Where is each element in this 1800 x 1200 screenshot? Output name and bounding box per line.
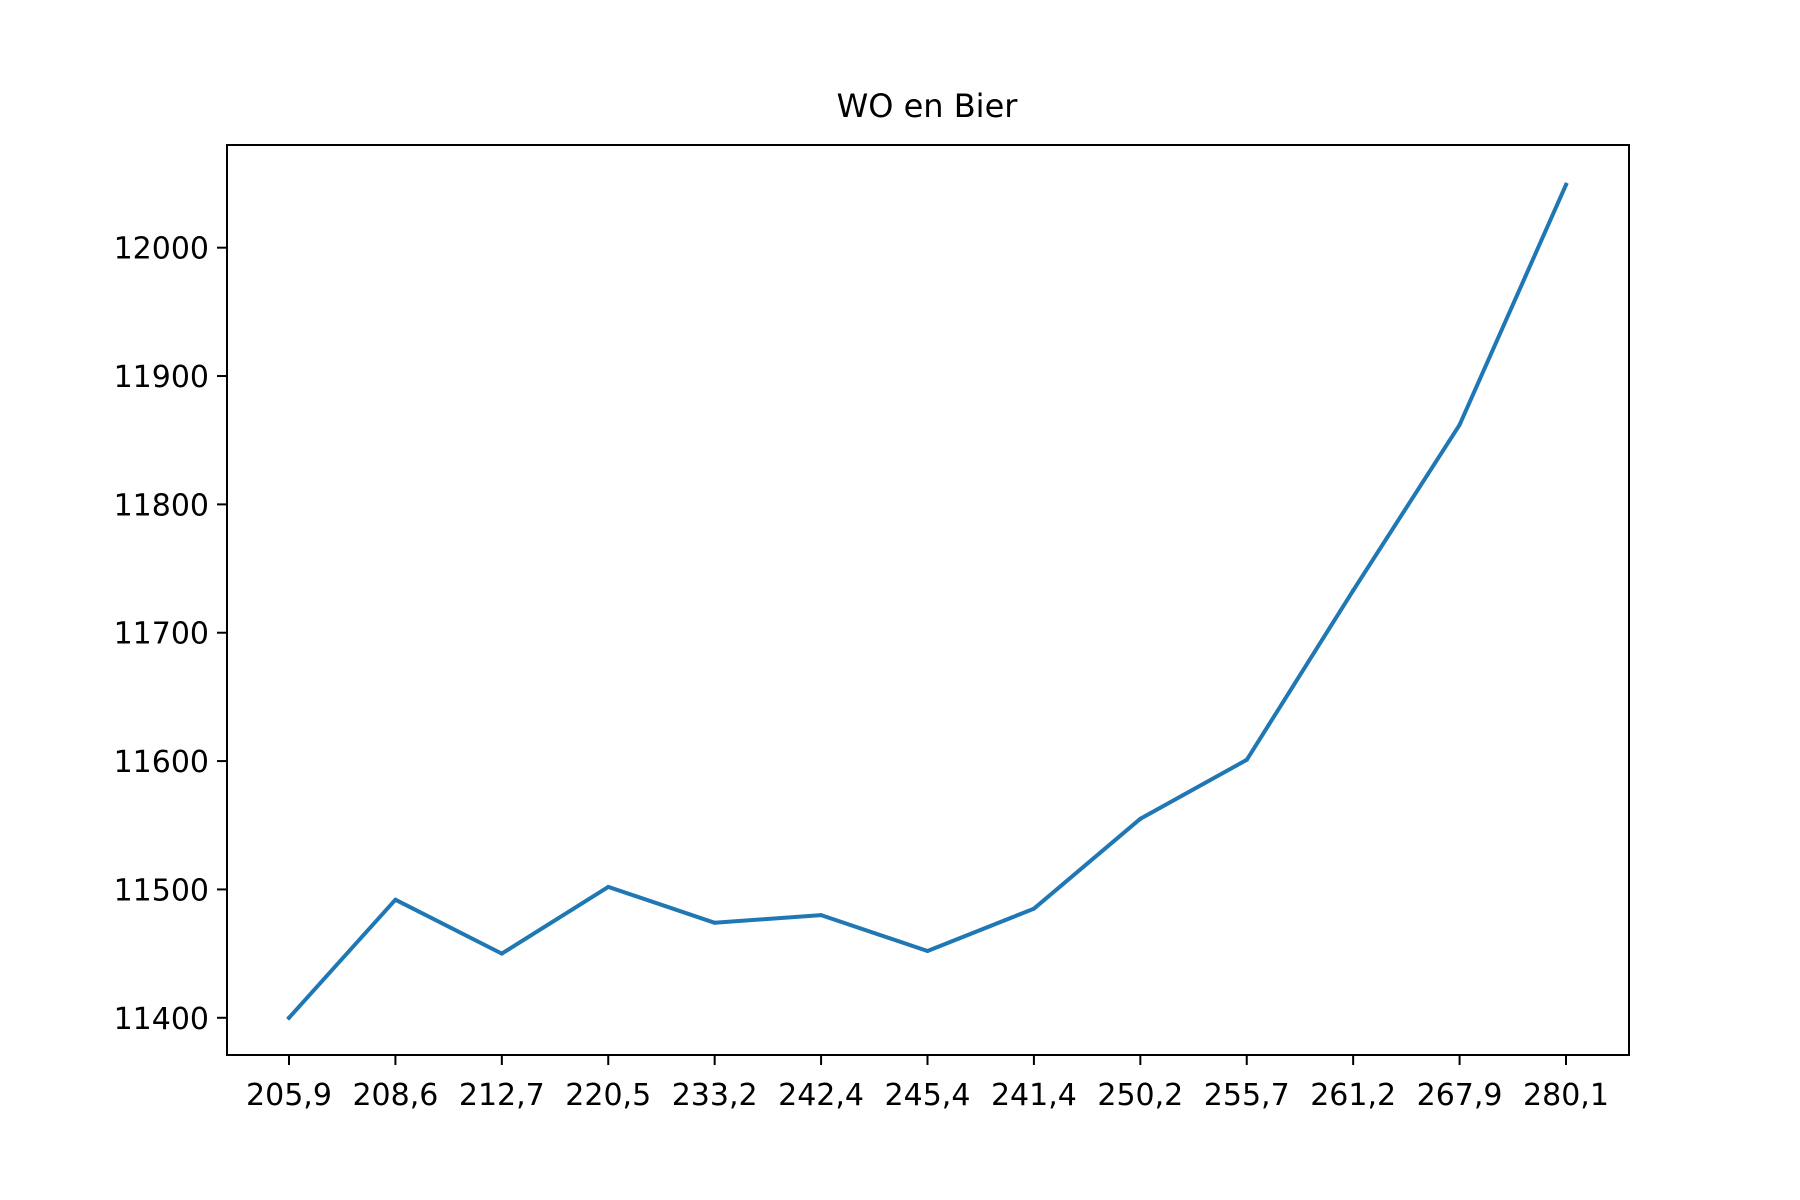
x-tick-label: 245,4 — [885, 1078, 971, 1113]
data-point — [712, 920, 717, 925]
x-tick-label: 220,5 — [565, 1078, 651, 1113]
x-tick-label: 267,9 — [1417, 1078, 1503, 1113]
chart-title: WO en Bier — [837, 87, 1019, 125]
y-tick-label: 11600 — [114, 745, 209, 780]
y-tick-label: 11500 — [114, 873, 209, 908]
plot-area: 11400 11500 11600 11700 11800 11900 12000 205,9… — [114, 182, 1609, 1113]
y-tick-label: 11800 — [114, 488, 209, 523]
data-point — [1244, 757, 1249, 762]
x-tick-label: 280,1 — [1523, 1078, 1609, 1113]
y-tick-label: 11900 — [114, 360, 209, 395]
data-point — [1138, 816, 1143, 821]
x-tick-label: 242,4 — [778, 1078, 864, 1113]
axes-frame — [226, 144, 1630, 1056]
y-tick-label: 12000 — [114, 232, 209, 267]
data-point — [1457, 422, 1462, 427]
data-point — [606, 884, 611, 889]
data-point — [499, 951, 504, 956]
x-tick-label: 212,7 — [459, 1078, 545, 1113]
data-point — [1031, 906, 1036, 911]
x-tick-label: 261,2 — [1310, 1078, 1396, 1113]
x-tick-label: 205,9 — [246, 1078, 332, 1113]
y-tick-label: 11400 — [114, 1002, 209, 1037]
x-tick-label: 233,2 — [672, 1078, 758, 1113]
data-point — [819, 913, 824, 918]
x-tick-label: 241,4 — [991, 1078, 1077, 1113]
data-point — [1351, 588, 1356, 593]
data-point — [1564, 182, 1568, 187]
y-tick-label: 11700 — [114, 617, 209, 652]
x-tick-label: 250,2 — [1097, 1078, 1183, 1113]
x-tick-label: 255,7 — [1204, 1078, 1290, 1113]
data-point — [393, 897, 398, 902]
data-point — [925, 949, 930, 954]
data-point — [287, 1015, 291, 1020]
x-tick-label: 208,6 — [352, 1078, 438, 1113]
